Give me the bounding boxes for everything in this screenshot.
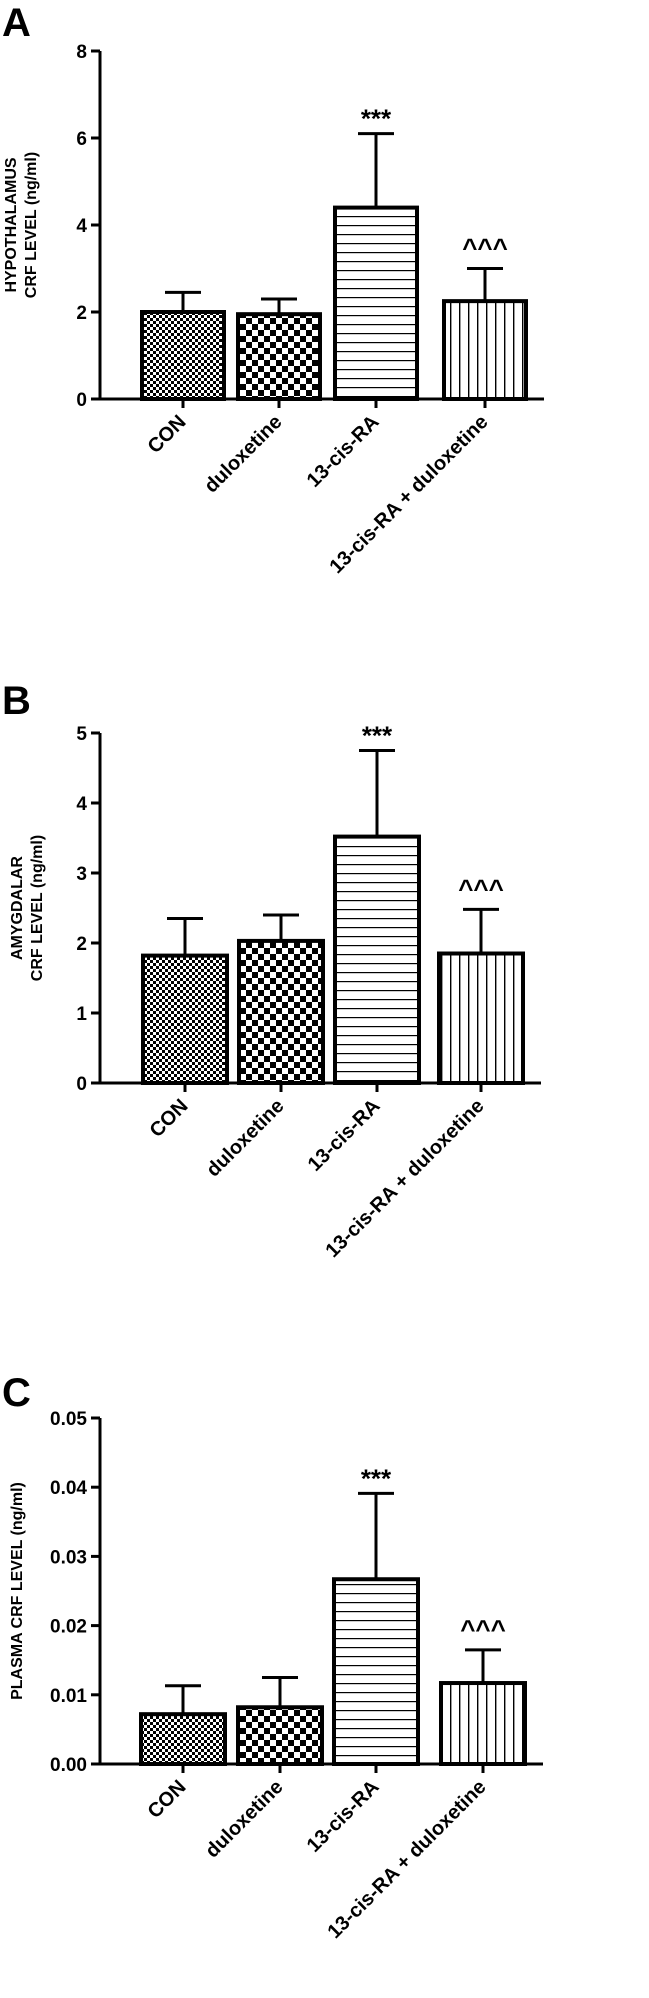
- y-tick-label: 0.03: [50, 1547, 87, 1568]
- significance-annotation: ***: [362, 721, 393, 751]
- panel-letter: C: [2, 1371, 31, 1415]
- y-axis-label: CRF LEVEL (ng/ml): [23, 152, 40, 298]
- y-axis-label: HYPOTHALAMUS: [3, 157, 20, 292]
- bar: [237, 938, 325, 1086]
- panel-a: A 0 2 4 6 8 HYPOTHALAMUS CRF LEVEL (ng/ml) CON d…: [2, 1, 544, 578]
- y-tick-label: 0.04: [50, 1478, 87, 1499]
- category-label: CON: [146, 1095, 193, 1142]
- bar: [141, 953, 229, 1085]
- significance-annotation: ^^^: [460, 1614, 506, 1644]
- bar: [236, 312, 322, 401]
- y-tick-label: 2: [76, 303, 87, 324]
- significance-annotation: ^^^: [462, 233, 508, 263]
- y-tick-label: 2: [76, 934, 87, 955]
- bar: [140, 310, 226, 401]
- panel-letter: B: [2, 679, 31, 723]
- y-tick-label: 0.01: [50, 1686, 87, 1707]
- bar: [333, 834, 421, 1085]
- bar: [236, 1705, 324, 1766]
- y-axis-label: PLASMA CRF LEVEL (ng/ml): [9, 1482, 26, 1700]
- y-tick-label: 0.02: [50, 1617, 87, 1638]
- category-label: duloxetine: [202, 1095, 288, 1181]
- y-tick-label: 0: [76, 1074, 87, 1095]
- bar: [139, 1712, 227, 1767]
- y-axis-label: CRF LEVEL (ng/ml): [29, 835, 46, 981]
- panel-b: B 0 1 2 3 4 5 AMYGDALAR CRF LEVEL (ng/ml) CON dul…: [2, 679, 541, 1262]
- significance-annotation: ^^^: [458, 873, 504, 903]
- category-label: CON: [144, 1776, 191, 1823]
- y-tick-label: 0: [76, 390, 87, 411]
- bar: [332, 1577, 420, 1766]
- panel-letter: A: [2, 1, 31, 45]
- bar: [333, 205, 419, 401]
- category-label: CON: [144, 411, 191, 458]
- y-tick-label: 6: [76, 129, 87, 150]
- panel-c: C 0.00 0.01 0.02 0.03 0.04 0.05 PLASMA CRF LEV…: [2, 1371, 543, 1943]
- category-label: 13-cis-RA: [304, 1095, 385, 1176]
- bar: [442, 299, 528, 401]
- y-tick-label: 0.00: [50, 1755, 87, 1776]
- bar: [439, 1681, 527, 1767]
- significance-annotation: ***: [361, 104, 392, 134]
- y-tick-label: 4: [76, 794, 87, 815]
- category-label: duloxetine: [201, 1776, 287, 1862]
- y-tick-label: 0.05: [50, 1409, 87, 1430]
- y-tick-label: 1: [76, 1004, 87, 1025]
- category-label: 13-cis-RA: [303, 411, 384, 492]
- y-tick-label: 5: [76, 724, 87, 745]
- y-tick-label: 8: [76, 42, 87, 63]
- category-label: duloxetine: [200, 411, 286, 497]
- bar: [437, 951, 525, 1085]
- y-tick-label: 3: [76, 864, 87, 885]
- significance-annotation: ***: [361, 1463, 392, 1493]
- category-label: 13-cis-RA: [303, 1776, 384, 1857]
- y-tick-label: 4: [76, 216, 87, 237]
- y-axis-label: AMYGDALAR: [9, 856, 26, 960]
